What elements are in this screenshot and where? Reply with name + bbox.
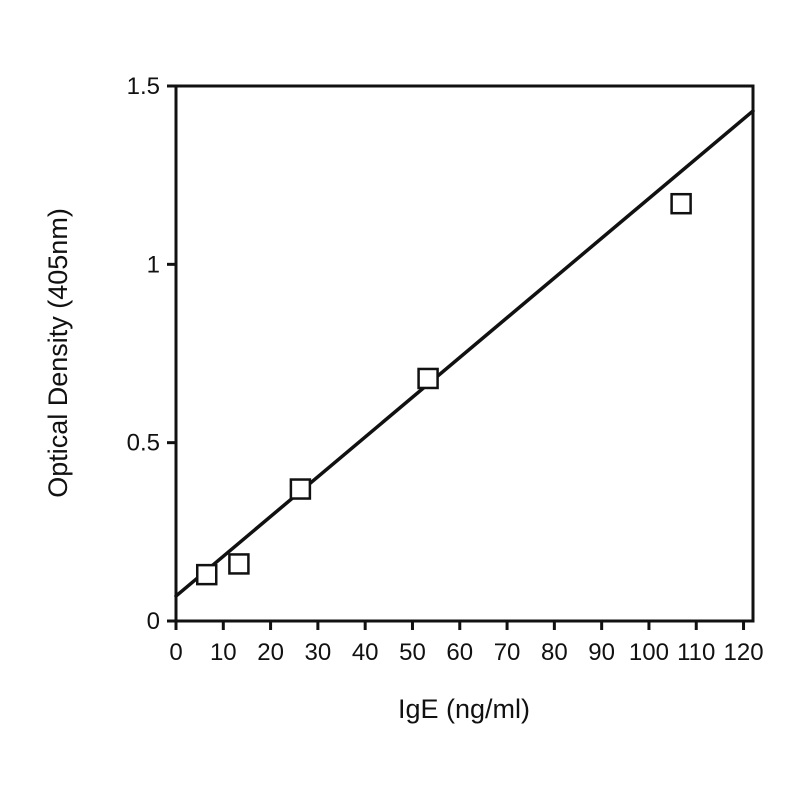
x-tick-label: 40 xyxy=(352,639,379,666)
data-points xyxy=(195,192,692,586)
data-point-marker xyxy=(228,553,250,575)
x-tick-label: 60 xyxy=(446,639,473,666)
x-tick-label: 10 xyxy=(210,639,237,666)
plot-frame xyxy=(174,84,755,623)
y-axis-ticks: 0 0.5 1 1.5 xyxy=(127,73,176,635)
x-tick-label: 120 xyxy=(724,639,764,666)
y-tick-label: 0 xyxy=(147,608,160,635)
y-tick-label: 0.5 xyxy=(127,430,160,457)
y-axis-label: Optical Density (405nm) xyxy=(43,208,73,498)
data-point-marker xyxy=(195,563,218,586)
data-point-marker xyxy=(670,192,692,215)
x-axis-ticks: 0 10 20 30 40 50 60 70 80 90 100 110 120 xyxy=(169,621,764,666)
x-tick-label: 110 xyxy=(677,639,715,666)
x-tick-label: 80 xyxy=(541,639,568,666)
y-tick-label: 1 xyxy=(147,251,160,278)
x-tick-label: 20 xyxy=(257,639,284,666)
data-point-marker xyxy=(417,367,439,390)
x-tick-label: 50 xyxy=(399,639,426,666)
x-tick-label: 100 xyxy=(629,639,669,666)
data-point-marker xyxy=(289,478,312,500)
x-tick-label: 70 xyxy=(494,639,521,666)
fit-line-group xyxy=(174,109,755,598)
x-tick-label: 30 xyxy=(305,639,332,666)
x-axis-label: IgE (ng/ml) xyxy=(398,694,530,724)
y-tick-label: 1.5 xyxy=(127,73,160,100)
regression-line xyxy=(174,109,755,598)
x-tick-label: 0 xyxy=(169,639,182,666)
x-tick-label: 90 xyxy=(588,639,615,666)
